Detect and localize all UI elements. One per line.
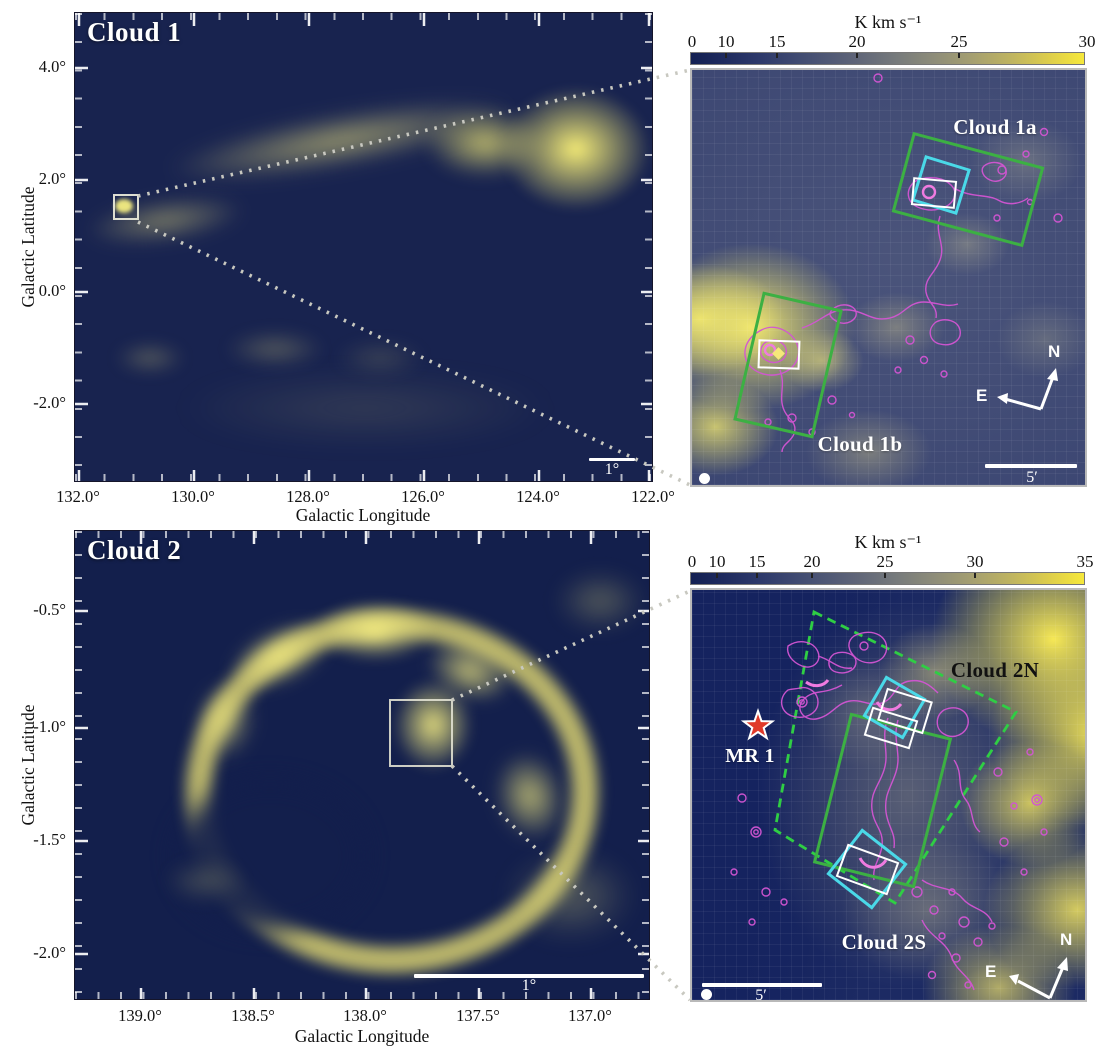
- colorbar-tick-label: 10: [708, 552, 726, 571]
- colorbar-tick: [756, 573, 758, 578]
- x-tick-label: 132.0°: [56, 487, 100, 506]
- colorbar-tick-label: 20: [848, 32, 866, 51]
- nebula-band: [162, 83, 518, 198]
- y-tick-label: -2.0°: [33, 943, 66, 962]
- y-tick-label: -2.0°: [33, 393, 66, 412]
- colorbar-tick: [716, 573, 718, 578]
- y-tick-label: 4.0°: [38, 57, 66, 76]
- star-label-mr1: MR 1: [725, 745, 775, 767]
- colorbar-tick-label: 10: [717, 32, 735, 51]
- white-box-cloud1a: [910, 177, 958, 209]
- panel-title: Cloud 2: [87, 535, 182, 565]
- colorbar-tick: [776, 53, 778, 58]
- colorbar-tick: [725, 53, 727, 58]
- cloud2-zoom-panel: Cloud 2N Cloud 2S MR 1 N E 5′: [690, 588, 1087, 1002]
- x-axis-title: Galactic Longitude: [295, 505, 431, 525]
- colorbar-tick-label: 35: [1076, 552, 1094, 571]
- x-tick-label: 130.0°: [171, 487, 215, 506]
- scale-bar: [985, 464, 1077, 468]
- cloud1-zoom-image: [692, 70, 1085, 485]
- scale-bar-label: 1°: [604, 461, 620, 478]
- nebula-ring: [186, 611, 598, 973]
- colorbar-tick-label: 25: [876, 552, 894, 571]
- x-tick-label: 126.0°: [401, 487, 445, 506]
- nebula-wisp: [225, 331, 325, 367]
- colorbar-tick-label: 30: [966, 552, 984, 571]
- colorbar-tick-label: 15: [768, 32, 786, 51]
- colorbar: [690, 572, 1085, 585]
- x-tick-label: 124.0°: [516, 487, 560, 506]
- nebula-wisp: [555, 571, 645, 631]
- x-tick-label: 138.5°: [231, 1006, 275, 1025]
- colorbar-tick-label: 30: [1078, 32, 1096, 51]
- compass-east-label: E: [976, 386, 988, 405]
- colorbar-tick: [958, 53, 960, 58]
- beam-circle: [699, 473, 710, 484]
- beam-circle: [701, 989, 712, 1000]
- panel-title: Cloud 1: [87, 17, 182, 47]
- compass-north-label: N: [1060, 930, 1073, 949]
- scale-bar-label: 5′: [1026, 469, 1038, 486]
- region-label-cloud2n: Cloud 2N: [950, 658, 1040, 682]
- scale-bar: [702, 983, 822, 987]
- colorbar: [690, 52, 1085, 65]
- x-tick-label: 137.5°: [456, 1006, 500, 1025]
- nebula-wisp: [115, 343, 185, 373]
- nebula-wisp: [335, 343, 425, 373]
- colorbar-tick: [811, 573, 813, 578]
- y-tick-label: 2.0°: [38, 169, 66, 188]
- colorbar-tick: [856, 53, 858, 58]
- y-tick-label: -0.5°: [33, 600, 66, 619]
- x-tick-label: 138.0°: [343, 1006, 387, 1025]
- nebula-band: [82, 187, 248, 254]
- nebula-haze: [175, 373, 555, 443]
- x-tick-label: 139.0°: [118, 1006, 162, 1025]
- y-axis-title: Galactic Latitude: [18, 186, 38, 308]
- region-label-cloud1b: Cloud 1b: [817, 432, 903, 456]
- colorbar-tick-label: 0: [687, 32, 697, 51]
- x-tick-label: 128.0°: [286, 487, 330, 506]
- nebula-blob: [501, 87, 651, 211]
- scale-bar-label: 1°: [521, 977, 537, 994]
- zoom-source-box: [389, 699, 453, 767]
- cloud2-map-image: [75, 531, 649, 999]
- cloud2-map-panel: Cloud 2 1°: [74, 530, 650, 1000]
- nebula-blob: [425, 108, 545, 178]
- cloud1-zoom-panel: Cloud 1a Cloud 1b N E 5′: [690, 68, 1087, 487]
- y-axis-title: Galactic Latitude: [18, 704, 38, 826]
- y-tick-label: 0.0°: [38, 281, 66, 300]
- colorbar-tick: [974, 573, 976, 578]
- colorbar-title: K km s⁻¹: [854, 532, 922, 552]
- cloud1-map-image: [75, 13, 652, 481]
- compass-east-label: E: [985, 962, 997, 981]
- colorbar-tick-label: 25: [950, 32, 968, 51]
- scale-bar-label: 5′: [755, 987, 767, 1002]
- region-label-cloud2s: Cloud 2S: [841, 930, 927, 954]
- region-label-cloud1a: Cloud 1a: [953, 115, 1037, 139]
- colorbar-tick: [884, 573, 886, 578]
- zoom-source-box: [113, 194, 139, 220]
- colorbar-tick-label: 0: [687, 552, 697, 571]
- colorbar-tick-label: 15: [748, 552, 766, 571]
- y-tick-label: -1.5°: [33, 830, 66, 849]
- x-tick-label: 137.0°: [568, 1006, 612, 1025]
- colorbar-title: K km s⁻¹: [854, 12, 922, 32]
- colorbar-tick-label: 20: [803, 552, 821, 571]
- x-tick-label: 122.0°: [631, 487, 675, 506]
- y-tick-label: -1.0°: [33, 717, 66, 736]
- x-axis-title: Galactic Longitude: [294, 1026, 430, 1046]
- cloud1-map-panel: Cloud 1 1°: [74, 12, 653, 482]
- compass-north-label: N: [1048, 342, 1061, 361]
